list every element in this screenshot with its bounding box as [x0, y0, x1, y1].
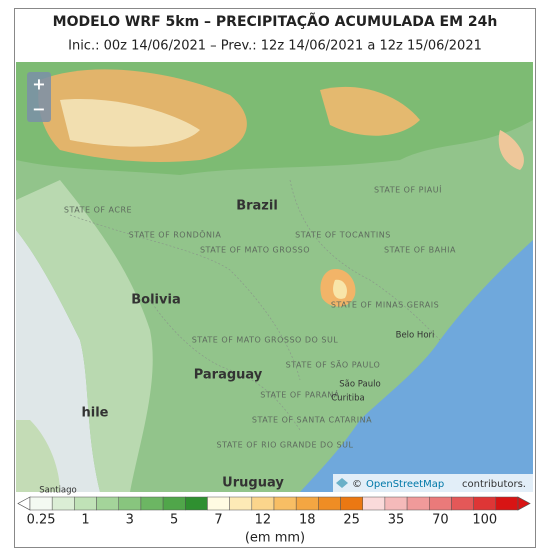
map-label: STATE OF RIO GRANDE DO SUL [217, 441, 354, 450]
legend-tick-label: 5 [170, 513, 178, 528]
zoom-out[interactable]: − [32, 100, 45, 119]
frame [14, 8, 536, 548]
map-label: STATE OF MATO GROSSO DO SUL [192, 336, 339, 345]
legend-unit: (em mm) [245, 531, 305, 546]
city-label: São Paulo [339, 380, 380, 390]
legend-swatch [51, 496, 75, 511]
legend-tick-label: 70 [432, 513, 449, 528]
attribution-link[interactable]: OpenStreetMap [366, 479, 444, 490]
legend-swatch [207, 496, 230, 511]
legend-tick-label: 12 [255, 513, 272, 528]
legend-swatch [29, 496, 53, 511]
legend-swatch [406, 496, 430, 511]
legend-swatch [118, 496, 142, 511]
map-label: STATE OF MINAS GERAIS [331, 301, 439, 310]
legend-swatch [229, 496, 253, 511]
map-label: STATE OF TOCANTINS [295, 231, 391, 240]
attribution-icon [336, 478, 348, 488]
legend-swatch [96, 496, 119, 511]
legend-swatch [362, 496, 386, 511]
zoom-in[interactable]: + [32, 75, 45, 94]
legend-tick-label: 0.25 [27, 513, 56, 528]
legend-swatch [451, 496, 474, 511]
legend-end [17, 496, 31, 511]
zoom-control [27, 72, 51, 122]
subtitle: Inic.: 00z 14/06/2021 – Prev.: 12z 14/06… [68, 39, 482, 54]
legend-swatch [185, 496, 208, 511]
title: MODELO WRF 5km – PRECIPITAÇÃO ACUMULADA … [53, 13, 498, 30]
legend-tick-label: 25 [343, 513, 360, 528]
legend-swatch [295, 496, 319, 511]
legend-tick-label: 18 [299, 513, 316, 528]
legend-swatch [429, 496, 452, 511]
legend-tick-label: 100 [472, 513, 497, 528]
legend-tick-label: 7 [214, 513, 222, 528]
legend-swatch [473, 496, 497, 511]
map-label: STATE OF SÃO PAULO [286, 360, 381, 370]
map-label: STATE OF RONDÔNIA [129, 229, 222, 240]
legend-swatch [251, 496, 275, 511]
legend-swatch [495, 496, 519, 511]
legend-tick-label: 1 [81, 513, 89, 528]
map-label: STATE OF MATO GROSSO [200, 246, 310, 255]
map-label: Brazil [236, 199, 278, 214]
map [16, 62, 533, 492]
legend-swatch [140, 496, 164, 511]
map-label: Uruguay [222, 476, 284, 491]
map-label: STATE OF PIAUÍ [374, 184, 442, 195]
map-label: STATE OF BAHIA [384, 246, 456, 255]
city-label: Belo Hori [396, 331, 435, 341]
city-label: Santiago [39, 486, 77, 496]
legend-swatch [318, 496, 341, 511]
legend-swatch [273, 496, 297, 511]
map-label: Bolivia [131, 293, 180, 308]
map-label: hile [82, 406, 109, 421]
attribution-text: contributors. [462, 479, 526, 490]
city-label: Curitiba [331, 394, 364, 404]
legend-swatch [162, 496, 186, 511]
map-label: STATE OF PARANÁ [260, 389, 340, 400]
legend-tick-label: 3 [126, 513, 134, 528]
legend: 0.25 1 3 5 7 12 18 25 35 70 100 [17, 496, 531, 528]
map-label: STATE OF SANTA CATARINA [252, 416, 372, 425]
legend-swatch [340, 496, 363, 511]
legend-end [517, 496, 531, 511]
map-label: STATE OF ACRE [64, 206, 132, 215]
legend-swatch [384, 496, 408, 511]
legend-swatch [74, 496, 97, 511]
attribution-box [333, 474, 533, 492]
legend-tick-label: 35 [388, 513, 405, 528]
attribution-text: © [352, 479, 362, 490]
map-label: Paraguay [194, 368, 263, 383]
